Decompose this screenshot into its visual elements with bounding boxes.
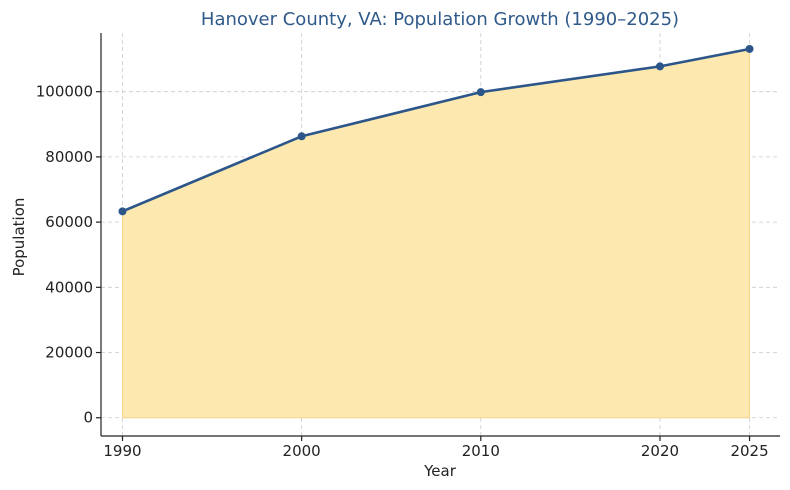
x-tick-label-2010: 2010 bbox=[462, 442, 500, 460]
data-point-1990 bbox=[118, 207, 127, 216]
data-point-2020 bbox=[655, 62, 664, 71]
data-points bbox=[118, 44, 754, 216]
y-tick-label-60000: 60000 bbox=[45, 213, 93, 231]
x-tick-label-1990: 1990 bbox=[103, 442, 141, 460]
x-tick-label-2025: 2025 bbox=[730, 442, 768, 460]
x-tick-label-2020: 2020 bbox=[641, 442, 679, 460]
y-axis-label: Population bbox=[10, 198, 28, 277]
y-tick-label-80000: 80000 bbox=[45, 148, 93, 166]
y-tick-label-40000: 40000 bbox=[45, 278, 93, 296]
y-tick-label-100000: 100000 bbox=[36, 83, 93, 101]
axes bbox=[100, 33, 780, 437]
data-point-2025 bbox=[745, 44, 754, 53]
data-point-2010 bbox=[476, 88, 485, 97]
data-point-2000 bbox=[297, 132, 306, 141]
x-tick-label-2000: 2000 bbox=[283, 442, 321, 460]
x-axis-label: Year bbox=[423, 462, 457, 480]
y-tick-labels: 0 20000 40000 60000 80000 100000 bbox=[36, 83, 101, 427]
y-tick-label-0: 0 bbox=[83, 409, 93, 427]
y-tick-label-20000: 20000 bbox=[45, 344, 93, 362]
chart-title: Hanover County, VA: Population Growth (1… bbox=[201, 9, 679, 30]
x-tick-labels: 1990 2000 2010 2020 2025 bbox=[103, 436, 769, 460]
